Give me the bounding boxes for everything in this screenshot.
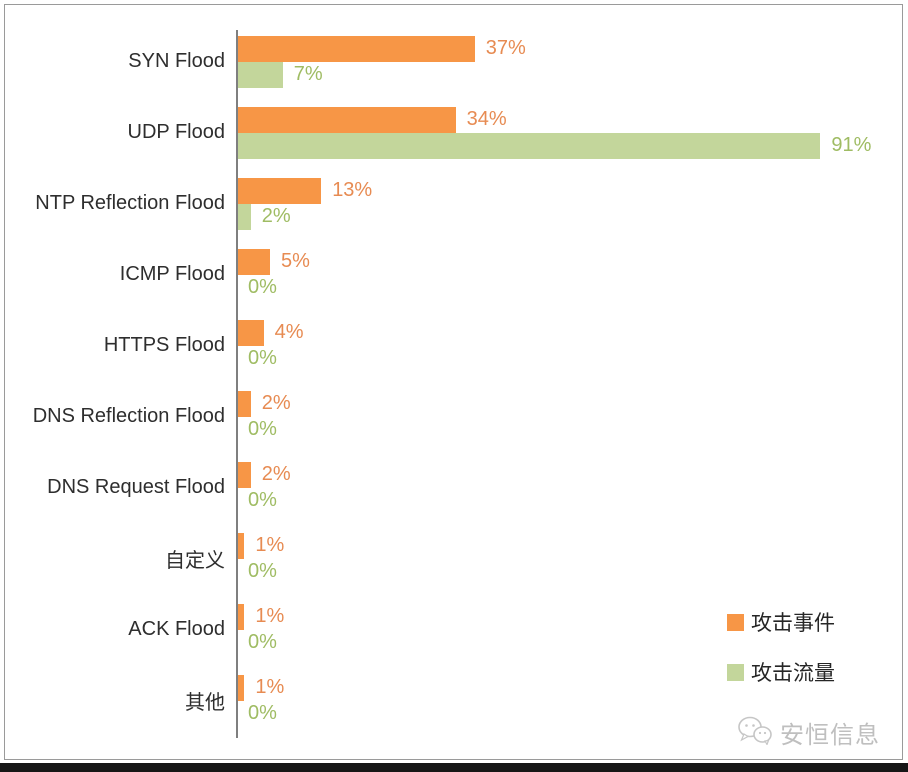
attack-events-bar <box>238 532 245 559</box>
attack-events-value-label: 1% <box>255 676 285 698</box>
chart-row: SYN Flood 37% 7% <box>0 26 908 97</box>
bar-group: 37% 7% <box>238 35 908 88</box>
legend-item-attack-traffic: 攻击流量 <box>727 657 835 687</box>
attack-traffic-value-label: 0% <box>248 418 277 440</box>
chart-row: HTTPS Flood 4% 0% <box>0 310 908 381</box>
category-label: 其他 <box>185 692 225 714</box>
chart-row: 其他 1% 0% <box>0 665 908 736</box>
category-label: 自定义 <box>165 550 225 572</box>
chart-row: ACK Flood 1% 0% <box>0 594 908 665</box>
chart-row: ICMP Flood 5% 0% <box>0 239 908 310</box>
attack-events-value-label: 34% <box>466 108 507 130</box>
bar-group: 4% 0% <box>238 319 908 372</box>
watermark-text: 安恒信息 <box>780 722 880 749</box>
attack-traffic-value-label: 0% <box>248 702 277 724</box>
attack-events-value-label: 13% <box>332 179 373 201</box>
category-label: DNS Request Flood <box>47 476 225 498</box>
attack-events-value-label: 2% <box>261 392 291 414</box>
bar-group: 5% 0% <box>238 248 908 301</box>
bar-group: 1% 0% <box>238 603 908 656</box>
attack-events-bar-line: 1% <box>238 674 908 701</box>
attack-traffic-value-label: 0% <box>248 560 277 582</box>
attack-events-value-label: 4% <box>274 321 304 343</box>
bar-chart: SYN Flood 37% 7% UDP Flood 34% 91% NTP Reflect… <box>0 26 908 736</box>
attack-events-bar <box>238 390 251 417</box>
bar-group: 13% 2% <box>238 177 908 230</box>
chart-row: 自定义 1% 0% <box>0 523 908 594</box>
category-label: DNS Reflection Flood <box>32 405 225 427</box>
attack-events-bar <box>238 248 270 275</box>
attack-traffic-bar-line: 0% <box>238 488 908 514</box>
category-label: SYN Flood <box>128 50 225 72</box>
chart-row: NTP Reflection Flood 13% 2% <box>0 168 908 239</box>
chart-row: DNS Request Flood 2% 0% <box>0 452 908 523</box>
category-label: ACK Flood <box>128 618 225 640</box>
attack-traffic-bar <box>238 132 821 159</box>
bar-group: 2% 0% <box>238 390 908 443</box>
attack-events-bar <box>238 603 245 630</box>
attack-traffic-value-label: 0% <box>248 489 277 511</box>
attack-events-bar-line: 4% <box>238 319 908 346</box>
attack-events-bar-line: 13% <box>238 177 908 204</box>
chart-row: UDP Flood 34% 91% <box>0 97 908 168</box>
category-label: UDP Flood <box>127 121 225 143</box>
attack-traffic-value-label: 0% <box>248 347 277 369</box>
attack-traffic-value-label: 91% <box>831 134 872 156</box>
attack-events-bar-line: 37% <box>238 35 908 62</box>
attack-events-value-label: 37% <box>485 37 526 59</box>
category-axis-line <box>236 30 238 738</box>
attack-traffic-bar-line: 0% <box>238 630 908 656</box>
attack-events-bar-line: 1% <box>238 603 908 630</box>
attack-traffic-bar-line: 0% <box>238 346 908 372</box>
attack-traffic-bar <box>238 61 283 88</box>
attack-events-bar-line: 2% <box>238 390 908 417</box>
category-label: HTTPS Flood <box>103 334 225 356</box>
attack-events-bar-line: 34% <box>238 106 908 133</box>
attack-events-bar-line: 1% <box>238 532 908 559</box>
attack-events-bar-line: 5% <box>238 248 908 275</box>
attack-traffic-bar <box>238 203 251 230</box>
attack-traffic-value-label: 7% <box>293 63 323 85</box>
bar-group: 34% 91% <box>238 106 908 159</box>
chart-frame <box>4 4 903 760</box>
attack-traffic-bar-line: 0% <box>238 275 908 301</box>
attack-events-bar <box>238 35 475 62</box>
attack-traffic-bar-line: 0% <box>238 701 908 727</box>
attack-events-bar <box>238 461 251 488</box>
bar-group: 1% 0% <box>238 532 908 585</box>
bar-group: 2% 0% <box>238 461 908 514</box>
attack-events-bar <box>238 319 264 346</box>
attack-events-bar-line: 2% <box>238 461 908 488</box>
attack-events-swatch <box>727 613 744 631</box>
attack-traffic-bar-line: 0% <box>238 417 908 443</box>
attack-traffic-value-label: 0% <box>248 631 277 653</box>
attack-events-value-label: 1% <box>255 605 285 627</box>
wechat-icon <box>737 715 773 750</box>
bottom-black-bar <box>0 763 908 772</box>
attack-traffic-bar-line: 7% <box>238 61 908 88</box>
category-label: ICMP Flood <box>119 263 225 285</box>
attack-events-value-label: 5% <box>281 250 310 272</box>
legend-label: 攻击流量 <box>751 662 835 685</box>
attack-traffic-value-label: 0% <box>248 276 277 298</box>
bar-group: 1% 0% <box>238 674 908 727</box>
legend-item-attack-events: 攻击事件 <box>727 607 835 637</box>
category-label: NTP Reflection Flood <box>35 192 225 214</box>
attack-events-bar <box>238 177 322 204</box>
legend-label: 攻击事件 <box>751 612 835 635</box>
attack-events-bar <box>238 106 456 133</box>
attack-traffic-value-label: 2% <box>261 205 291 227</box>
chart-row: DNS Reflection Flood 2% 0% <box>0 381 908 452</box>
attack-events-value-label: 2% <box>261 463 291 485</box>
watermark: 安恒信息 <box>737 715 880 750</box>
attack-events-bar <box>238 674 245 701</box>
attack-traffic-swatch <box>727 663 744 681</box>
attack-events-value-label: 1% <box>255 534 285 556</box>
attack-traffic-bar-line: 2% <box>238 203 908 230</box>
attack-traffic-bar-line: 0% <box>238 559 908 585</box>
legend: 攻击事件 攻击流量 <box>727 607 835 687</box>
attack-traffic-bar-line: 91% <box>238 132 908 159</box>
